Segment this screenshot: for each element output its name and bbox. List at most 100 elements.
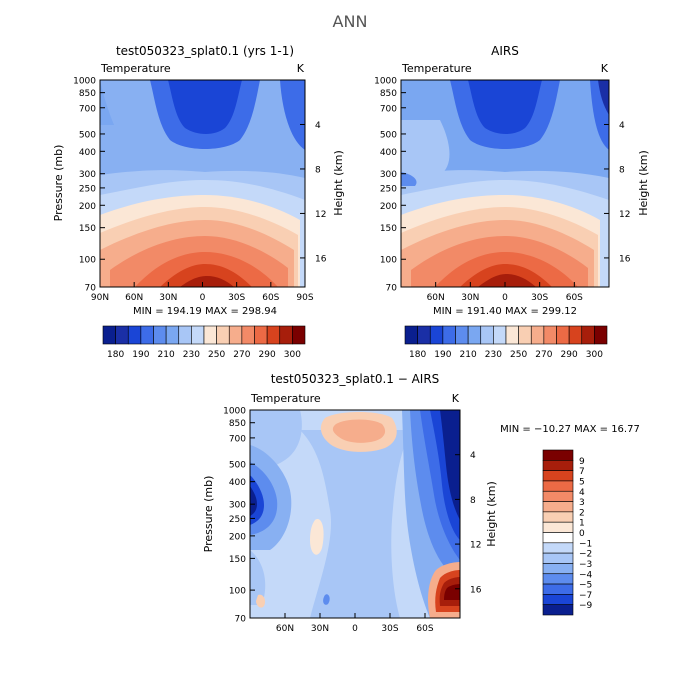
colorbar-label: 4 bbox=[579, 488, 585, 498]
colorbar-label: −4 bbox=[579, 570, 593, 580]
colorbar-label: 9 bbox=[579, 457, 585, 467]
colorbar-swatch bbox=[417, 325, 431, 345]
colorbar-swatch bbox=[542, 490, 574, 502]
colorbar-swatch bbox=[178, 325, 192, 345]
x-tick-label: 0 bbox=[502, 293, 508, 303]
colorbar-label: −3 bbox=[579, 560, 592, 570]
colorbar-swatch bbox=[542, 470, 574, 482]
x-tick-label: 60N bbox=[276, 624, 294, 634]
x-tick-label: 30S bbox=[531, 293, 548, 303]
colorbar-swatch bbox=[266, 325, 281, 345]
y-tick-label: 1000 bbox=[73, 77, 96, 87]
colorbar-label: 190 bbox=[434, 350, 451, 360]
stats-label: MIN = 191.40 MAX = 299.12 bbox=[433, 306, 577, 317]
contour-field bbox=[401, 80, 609, 287]
right-tick-label: 4 bbox=[470, 451, 476, 461]
y-tick-label: 70 bbox=[85, 284, 97, 294]
colorbar-swatch bbox=[542, 532, 574, 544]
y-axis-label: Pressure (mb) bbox=[52, 145, 65, 222]
colorbar-label: −5 bbox=[579, 581, 592, 591]
x-tick-label: 60S bbox=[416, 624, 433, 634]
y-tick-label: 70 bbox=[235, 615, 247, 625]
colorbar-label: −7 bbox=[579, 591, 592, 601]
colorbar-label: 250 bbox=[208, 350, 225, 360]
colorbar-swatch bbox=[518, 325, 532, 345]
stats-label: MIN = −10.27 MAX = 16.77 bbox=[500, 424, 640, 435]
colorbar-swatch bbox=[505, 325, 519, 345]
y-tick-label: 250 bbox=[79, 184, 96, 194]
colorbar-swatch bbox=[542, 511, 574, 523]
y-tick-label: 250 bbox=[229, 515, 246, 525]
colorbar-swatch bbox=[556, 325, 570, 345]
colorbar-swatch bbox=[429, 325, 444, 345]
variable-label: Temperature bbox=[401, 62, 472, 75]
colorbar-label: 270 bbox=[233, 350, 250, 360]
colorbar-label: 230 bbox=[485, 350, 502, 360]
y-tick-label: 300 bbox=[79, 170, 96, 180]
panel-title: test050323_splat0.1 (yrs 1-1) bbox=[116, 44, 294, 58]
colorbar-swatch bbox=[216, 325, 230, 345]
y-tick-label: 200 bbox=[229, 532, 246, 542]
y-tick-label: 150 bbox=[79, 224, 96, 234]
colorbar-label: 270 bbox=[535, 350, 552, 360]
panel-title: AIRS bbox=[491, 44, 519, 58]
x-tick-label: 60S bbox=[262, 293, 279, 303]
right-tick-label: 12 bbox=[470, 541, 481, 551]
colorbar-swatch bbox=[254, 325, 268, 345]
y-tick-label: 400 bbox=[380, 148, 397, 158]
contour-field bbox=[100, 80, 305, 287]
x-tick-label: 60S bbox=[566, 293, 583, 303]
x-tick-label: 60N bbox=[427, 293, 445, 303]
y-tick-label: 700 bbox=[79, 104, 96, 114]
colorbar-label: 2 bbox=[579, 508, 585, 518]
colorbar-swatch bbox=[140, 325, 154, 345]
y-tick-label: 500 bbox=[79, 130, 96, 140]
colorbar-swatch bbox=[543, 325, 557, 345]
colorbar-label: 210 bbox=[158, 350, 175, 360]
right-tick-label: 8 bbox=[619, 165, 625, 175]
variable-label: Temperature bbox=[250, 392, 321, 405]
panel-title: test050323_splat0.1 − AIRS bbox=[271, 372, 440, 386]
colorbar-swatch bbox=[228, 325, 243, 345]
colorbar-swatch bbox=[480, 325, 494, 345]
y-tick-label: 150 bbox=[380, 224, 397, 234]
colorbar-swatch bbox=[455, 325, 469, 345]
colorbar-swatch bbox=[279, 325, 293, 345]
y-tick-label: 150 bbox=[229, 555, 246, 565]
colorbar-swatch bbox=[203, 325, 217, 345]
colorbar-swatch bbox=[404, 325, 418, 345]
y-tick-label: 100 bbox=[229, 587, 246, 597]
y-tick-label: 200 bbox=[380, 202, 397, 212]
right-axis-label: Height (km) bbox=[332, 150, 345, 216]
x-tick-label: 30N bbox=[311, 624, 329, 634]
y-tick-label: 300 bbox=[380, 170, 397, 180]
colorbar-label: 180 bbox=[409, 350, 426, 360]
colorbar-label: 3 bbox=[579, 498, 585, 508]
colorbar-label: 300 bbox=[586, 350, 603, 360]
right-tick-label: 4 bbox=[315, 121, 321, 131]
y-axis-label: Pressure (mb) bbox=[202, 476, 215, 553]
y-tick-label: 400 bbox=[79, 148, 96, 158]
colorbar-label: −1 bbox=[579, 539, 592, 549]
colorbar-swatch bbox=[467, 325, 482, 345]
y-tick-label: 70 bbox=[386, 284, 398, 294]
y-tick-label: 300 bbox=[229, 501, 246, 511]
x-tick-label: 90N bbox=[91, 293, 109, 303]
colorbar-swatch bbox=[542, 542, 574, 554]
y-tick-label: 100 bbox=[79, 256, 96, 266]
colorbar-swatch bbox=[241, 325, 255, 345]
panel-difference: test050323_splat0.1 − AIRS Temperature K bbox=[202, 372, 640, 634]
y-tick-label: 100 bbox=[380, 256, 397, 266]
colorbar-swatch bbox=[442, 325, 456, 345]
colorbar-swatch bbox=[115, 325, 129, 345]
y-tick-label: 200 bbox=[79, 202, 96, 212]
units-label: K bbox=[452, 392, 460, 405]
colorbar-swatch bbox=[191, 325, 205, 345]
page-title: ANN bbox=[333, 12, 368, 31]
x-tick-label: 30S bbox=[228, 293, 245, 303]
right-tick-label: 8 bbox=[315, 165, 321, 175]
colorbar-swatch bbox=[542, 460, 574, 471]
colorbar-label: 5 bbox=[579, 477, 585, 487]
colorbar-swatch bbox=[165, 325, 180, 345]
